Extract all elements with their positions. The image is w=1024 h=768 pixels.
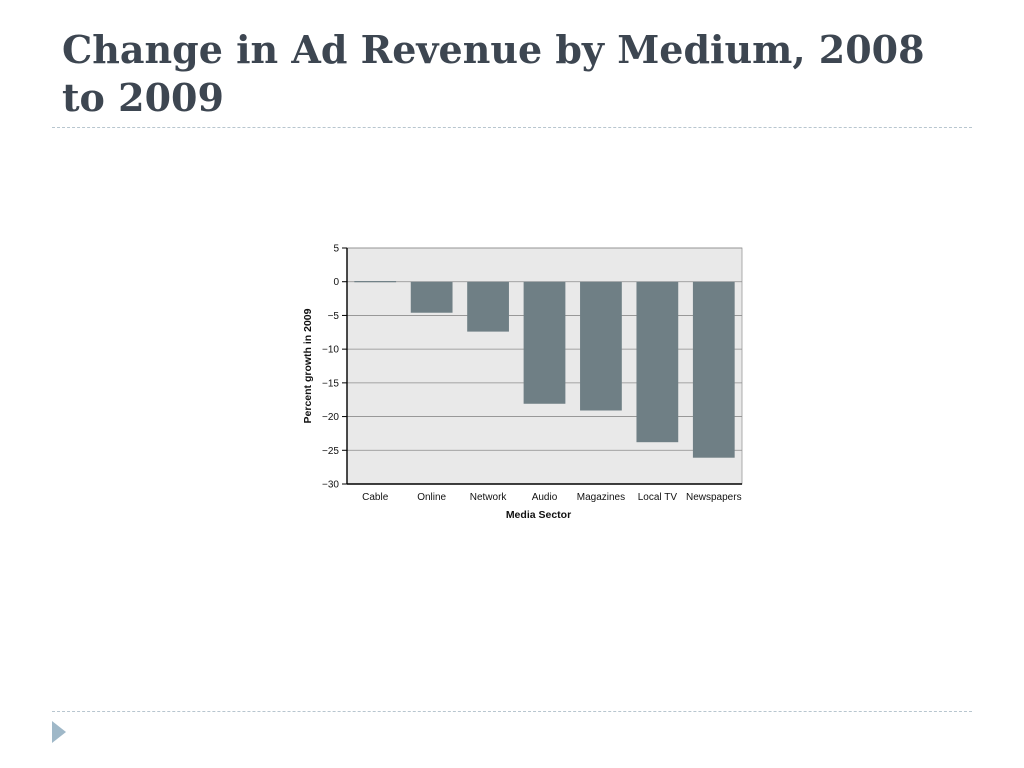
x-ticks: Cable Online Network Audio Magazines Local TV… [362,492,741,503]
bar-cable [354,281,397,283]
y-tick-label: −10 [322,345,339,356]
slide-title: Change in Ad Revenue by Medium, 2008 to … [62,27,925,120]
y-tick-label: −15 [322,378,339,389]
x-tick-label: Cable [362,492,389,503]
x-tick-label: Network [470,492,508,503]
x-tick-label: Audio [532,492,558,503]
y-tick-label: −5 [328,311,340,322]
y-tick-label: −25 [322,446,339,457]
x-tick-label: Online [417,492,446,503]
x-tick-label: Newspapers [686,492,742,503]
bar-chart: 5 0 −5 −10 −15 −20 −25 −30 Cable Online Network Au… [302,244,743,521]
axes [346,248,742,485]
bars [354,281,735,458]
triangle-right-icon[interactable] [52,721,66,743]
y-tick-label: 5 [333,244,339,255]
y-tick-label: 0 [333,277,339,288]
bar-audio [523,281,566,404]
x-tick-label: Local TV [638,492,678,503]
x-axis-label: Media Sector [506,509,571,521]
y-tick-label: −20 [322,412,339,423]
y-tick-label: −30 [322,480,339,491]
bar-network [467,281,509,332]
bar-local-tv [636,281,679,443]
bar-magazines [580,281,622,411]
y-ticks: 5 0 −5 −10 −15 −20 −25 −30 [322,244,347,491]
bar-newspapers [692,281,735,458]
x-tick-label: Magazines [577,492,625,503]
title-divider [52,127,972,128]
footer-divider [52,711,972,712]
y-axis-label: Percent growth in 2009 [302,308,314,423]
bar-online [410,281,453,313]
